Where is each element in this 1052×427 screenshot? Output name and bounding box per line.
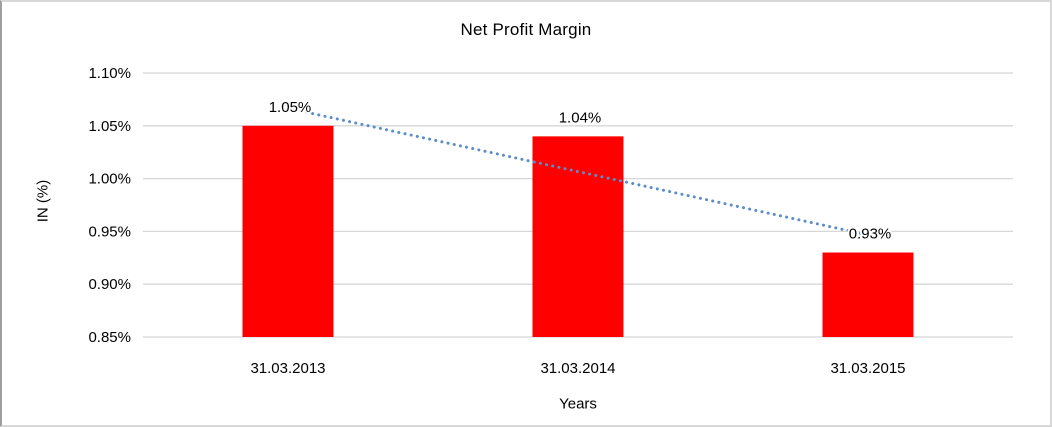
x-axis-title: Years xyxy=(559,395,597,413)
y-tick-label: 0.85% xyxy=(88,329,131,346)
bar xyxy=(242,125,334,337)
y-tick-label: 0.95% xyxy=(88,223,131,240)
y-tick-label: 1.10% xyxy=(88,65,131,82)
y-tick-label: 1.00% xyxy=(88,171,131,188)
data-label: 1.04% xyxy=(559,109,602,126)
data-label: 0.93% xyxy=(849,226,892,243)
bar xyxy=(532,136,624,337)
y-tick-label: 1.05% xyxy=(88,118,131,135)
data-label: 1.05% xyxy=(269,99,312,116)
chart-title: Net Profit Margin xyxy=(460,20,592,39)
bar xyxy=(822,252,914,337)
x-tick-label: 31.03.2013 xyxy=(250,360,325,377)
x-tick-label: 31.03.2015 xyxy=(830,360,905,377)
trendline xyxy=(286,106,870,237)
y-tick-label: 0.90% xyxy=(88,276,131,293)
x-tick-label: 31.03.2014 xyxy=(540,360,615,377)
